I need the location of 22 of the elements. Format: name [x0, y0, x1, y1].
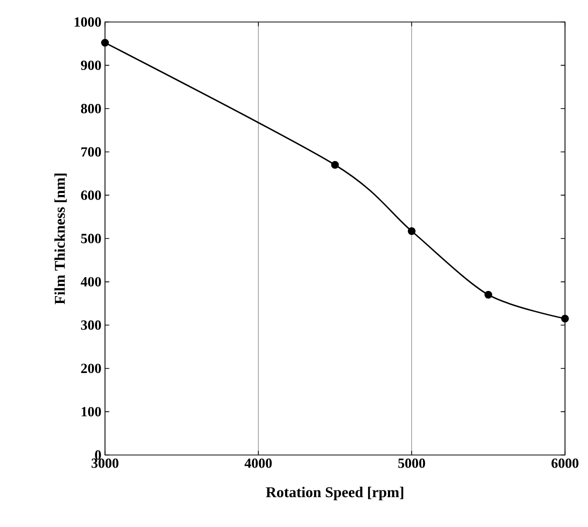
y-tick-label: 400: [80, 277, 101, 287]
point: [561, 314, 569, 322]
point: [101, 38, 109, 47]
y-tick-label: 200: [81, 364, 101, 374]
y-tick-label: 700: [81, 147, 101, 157]
x-axis-title: Rotation Speed [rpm]: [266, 486, 404, 500]
point: [408, 227, 416, 236]
x-tick-label: 5000: [398, 458, 426, 468]
y-tick-label: 100: [82, 406, 101, 416]
x-tick-label: 6000: [552, 458, 578, 468]
y-tick-label: 600: [81, 190, 101, 200]
y-tick-label: 900: [80, 60, 101, 70]
point: [484, 290, 492, 299]
y-tick-label: 500: [81, 234, 101, 244]
point: [331, 161, 339, 169]
y-tick-label: 300: [81, 320, 101, 330]
x-tick-label: 4000: [244, 458, 272, 468]
y-axis-title: Film Thickness [nm]: [54, 174, 67, 304]
y-tick-label: 800: [81, 104, 101, 114]
y-tick-label: 0: [95, 450, 101, 460]
x-tick-label: 3000: [92, 458, 118, 468]
y-tick-label: 1000: [74, 17, 101, 27]
